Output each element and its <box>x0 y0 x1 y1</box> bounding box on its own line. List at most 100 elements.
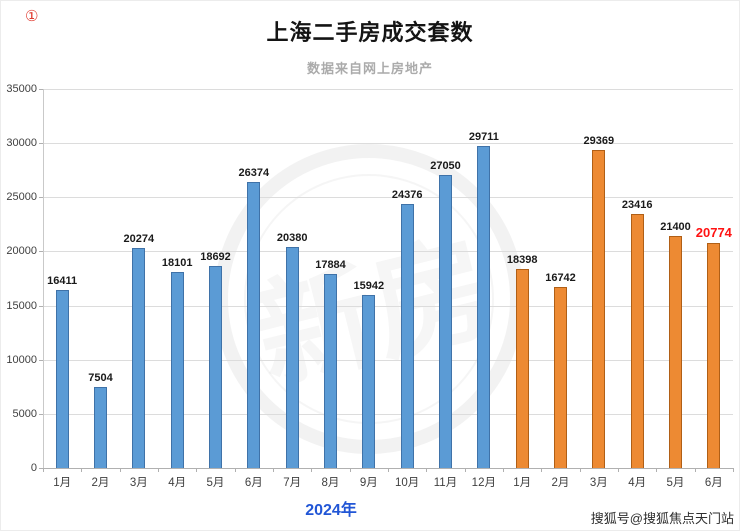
bar <box>477 146 491 468</box>
x-axis-year-label: 2024年 <box>305 502 357 519</box>
y-axis-tick <box>39 197 43 199</box>
bar-value-label: 23416 <box>621 199 653 212</box>
bar-value-label: 21400 <box>660 221 691 234</box>
x-axis-tick-label: 3月 <box>129 477 148 489</box>
x-axis-tick <box>273 468 274 472</box>
y-axis-tick <box>39 89 43 90</box>
y-axis-tick <box>39 413 43 415</box>
gridline <box>43 143 733 145</box>
y-axis-tick <box>39 143 43 145</box>
x-axis-tick <box>541 468 543 472</box>
bar-value-label: 29369 <box>583 134 615 147</box>
bar <box>592 149 606 468</box>
chart-subtitle: 数据来自网上房地产 <box>306 61 433 76</box>
x-axis-tick <box>694 468 696 472</box>
x-axis-tick-label: 7月 <box>283 477 302 489</box>
bar-value-label: 16742 <box>545 271 576 284</box>
chart-title: 上海二手房成交套数 <box>266 20 474 45</box>
gridline <box>43 251 733 253</box>
x-axis-tick-label: 10月 <box>395 477 420 489</box>
bar <box>669 236 682 468</box>
x-axis-tick-label: 11月 <box>433 477 458 489</box>
bar <box>285 247 299 468</box>
bar-value-label: 17884 <box>315 259 346 272</box>
gridline <box>43 413 733 415</box>
y-axis-tick-label: 35000 <box>6 83 37 95</box>
bar-value-label: 24376 <box>391 189 423 202</box>
x-axis-tick <box>464 468 466 472</box>
x-axis-tick <box>43 468 44 472</box>
x-axis-tick-label: 6月 <box>244 477 263 489</box>
x-axis-tick <box>388 468 389 472</box>
y-axis-tick-label: 15000 <box>6 299 37 312</box>
x-axis-tick <box>349 468 351 472</box>
y-axis-tick-label: 5000 <box>12 407 37 420</box>
x-axis-tick-label: 3月 <box>589 477 608 489</box>
x-axis-tick <box>158 468 159 472</box>
x-axis-tick <box>196 468 198 472</box>
y-axis-tick <box>39 468 43 469</box>
gridline <box>43 89 733 90</box>
x-axis-tick <box>503 468 504 472</box>
y-axis-tick <box>39 251 43 253</box>
x-axis-tick <box>733 468 734 472</box>
x-axis-tick-label: 1月 <box>513 477 532 489</box>
x-axis-tick-label: 1月 <box>53 477 72 489</box>
bar-value-label: 18692 <box>200 250 231 263</box>
x-axis-tick <box>311 468 313 472</box>
x-axis-tick <box>618 468 619 472</box>
y-axis-tick-label: 20000 <box>6 245 37 258</box>
x-axis-tick-label: 2月 <box>91 477 110 489</box>
bar-value-label: 18398 <box>506 253 538 266</box>
bar-value-label: 27050 <box>430 160 461 173</box>
x-axis-tick-label: 2月 <box>551 477 570 489</box>
bar <box>515 268 529 468</box>
bar <box>324 274 337 468</box>
bar-value-label: 16411 <box>47 275 78 288</box>
x-axis-tick <box>81 468 83 472</box>
bar <box>170 272 184 468</box>
x-axis-tick-label: 6月 <box>704 477 723 489</box>
x-axis-tick-label: 5月 <box>206 477 225 489</box>
y-axis-tick-label: 30000 <box>6 137 37 150</box>
y-axis-tick <box>39 305 43 307</box>
y-axis-tick-label: 25000 <box>6 191 37 204</box>
x-axis-tick <box>234 468 236 472</box>
bar-value-label: 20380 <box>276 232 308 245</box>
y-axis-tick-label: 10000 <box>6 353 37 366</box>
bar-value-label: 20274 <box>123 233 155 246</box>
bar-value-label: 20774 <box>695 225 732 241</box>
x-axis-tick <box>579 468 581 472</box>
bar <box>209 265 222 468</box>
x-axis-tick <box>119 468 121 472</box>
bar <box>554 286 567 468</box>
bar-value-label: 15942 <box>353 280 385 293</box>
x-axis-tick-label: 8月 <box>321 477 340 489</box>
y-axis-tick-label: 0 <box>30 462 37 474</box>
y-axis-line <box>43 89 44 468</box>
bar-value-label: 26374 <box>238 167 270 180</box>
bar <box>400 204 414 468</box>
bar <box>707 243 721 468</box>
bar-value-label: 7504 <box>88 371 113 384</box>
x-axis-tick <box>656 468 658 472</box>
bar <box>439 175 452 468</box>
gridline <box>43 359 733 361</box>
x-axis-tick-label: 4月 <box>628 477 647 489</box>
x-axis-tick-label: 9月 <box>359 477 378 489</box>
x-axis-tick-label: 12月 <box>471 477 496 489</box>
x-axis-tick-label: 5月 <box>666 477 685 489</box>
bar <box>132 248 146 468</box>
bar <box>55 290 69 468</box>
corner-marker-icon: ① <box>25 8 39 25</box>
y-axis-tick <box>39 359 43 361</box>
bar <box>247 182 261 468</box>
plot-area: 16411 7504 20274 18101 18692 26374 20380 17884 1… <box>43 89 733 469</box>
x-axis-tick <box>426 468 428 472</box>
bar-value-label: 29711 <box>468 131 499 144</box>
bar <box>630 214 644 468</box>
bar <box>362 295 376 468</box>
gridline <box>43 305 733 307</box>
gridline <box>43 197 733 199</box>
